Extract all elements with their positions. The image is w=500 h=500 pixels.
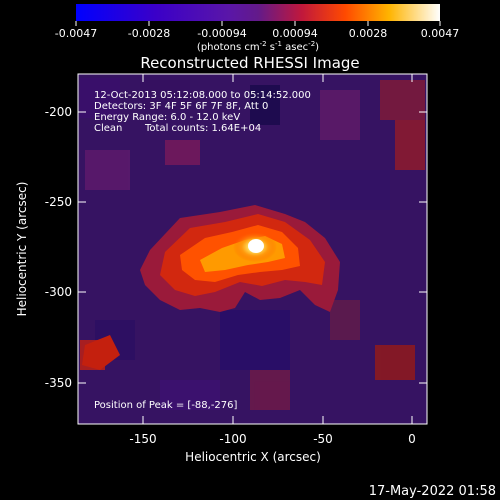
x-tick-label: -50 [313, 432, 333, 446]
colorbar-ticks [75, 21, 441, 26]
y-tick-label: -200 [45, 105, 72, 119]
colorbar-tick-label: 0.0028 [349, 27, 388, 40]
y-tick-label: -250 [45, 195, 72, 209]
colorbar-unit-label: (photons cm-2 s-1 asec-2) [197, 40, 319, 53]
colorbar-tick-label: 0.0047 [421, 27, 460, 40]
annotation-time: 12-Oct-2013 05:12:08.000 to 05:14:52.000 [94, 90, 311, 101]
chart-title: Reconstructed RHESSI Image [140, 54, 359, 72]
plot-frame [77, 73, 428, 425]
colorbar-tick-label: -0.00094 [197, 27, 246, 40]
footer-timestamp: 17-May-2022 01:58 [369, 484, 496, 499]
y-axis-label: Heliocentric Y (arcsec) [15, 182, 29, 317]
annotation-detectors: Detectors: 3F 4F 5F 6F 7F 8F, Att 0 [94, 101, 268, 112]
x-tick-label: -150 [129, 432, 156, 446]
y-tick-label: -300 [45, 285, 72, 299]
x-axis-label: Heliocentric X (arcsec) [185, 450, 321, 464]
annotation-counts: Total counts: 1.64E+04 [144, 123, 261, 134]
colorbar [76, 4, 440, 21]
heatmap-image [78, 74, 427, 424]
annotation-peak-position: Position of Peak = [-88,-276] [94, 400, 238, 411]
x-tick-label: 0 [408, 432, 416, 446]
colorbar-tick-label: -0.0028 [128, 27, 170, 40]
colorbar-tick-label: 0.00094 [272, 27, 318, 40]
x-tick-label: -100 [219, 432, 246, 446]
annotation-energy: Energy Range: 6.0 - 12.0 keV [94, 112, 240, 123]
annotation-method: Clean [94, 123, 122, 134]
y-tick-label: -350 [45, 376, 72, 390]
colorbar-tick-label: -0.0047 [55, 27, 97, 40]
